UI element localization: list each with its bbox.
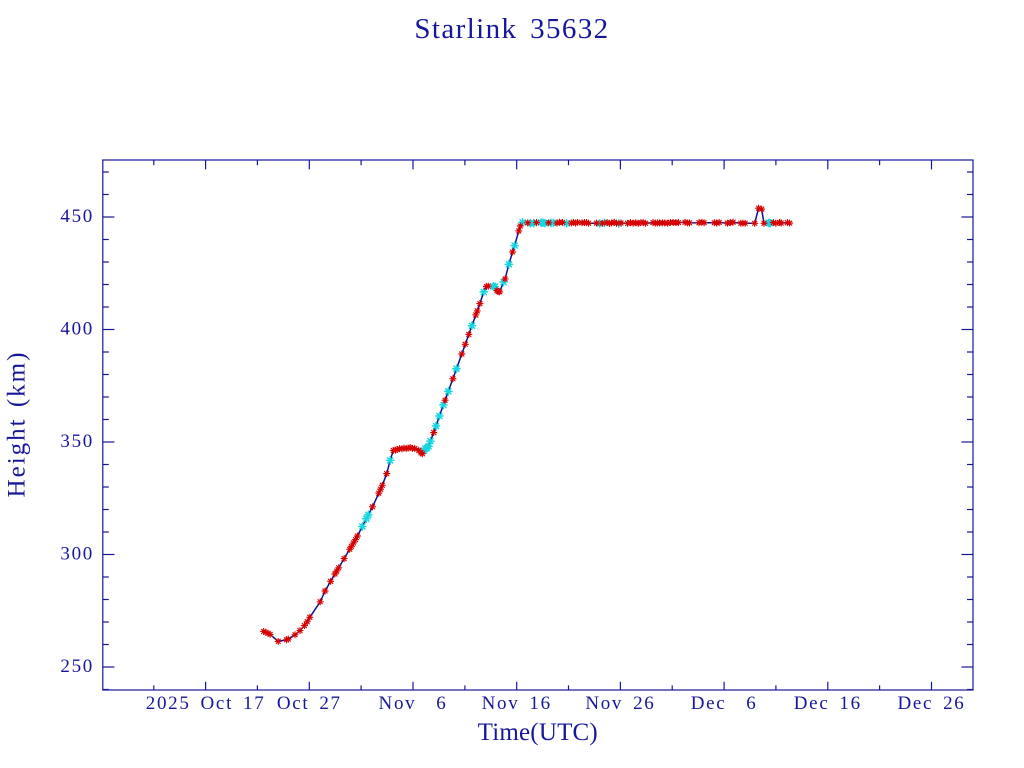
svg-text:Dec 6: Dec 6 (691, 693, 758, 714)
svg-text:Dec 26: Dec 26 (897, 693, 965, 714)
svg-text:Nov 16: Nov 16 (482, 693, 552, 714)
svg-text:Nov 6: Nov 6 (379, 693, 448, 714)
svg-text:400: 400 (60, 319, 94, 340)
svg-text:Nov 26: Nov 26 (585, 693, 655, 714)
svg-text:Dec 16: Dec 16 (794, 693, 862, 714)
svg-text:300: 300 (60, 544, 94, 565)
svg-text:250: 250 (60, 656, 94, 677)
svg-text:2025 Oct 17: 2025 Oct 17 (146, 693, 266, 714)
svg-text:Height (km): Height (km) (4, 351, 31, 498)
svg-text:350: 350 (60, 431, 94, 452)
svg-text:450: 450 (60, 206, 94, 227)
svg-text:Starlink 35632: Starlink 35632 (414, 13, 609, 45)
svg-text:Time(UTC): Time(UTC) (478, 719, 598, 746)
svg-text:Oct 27: Oct 27 (277, 693, 342, 714)
